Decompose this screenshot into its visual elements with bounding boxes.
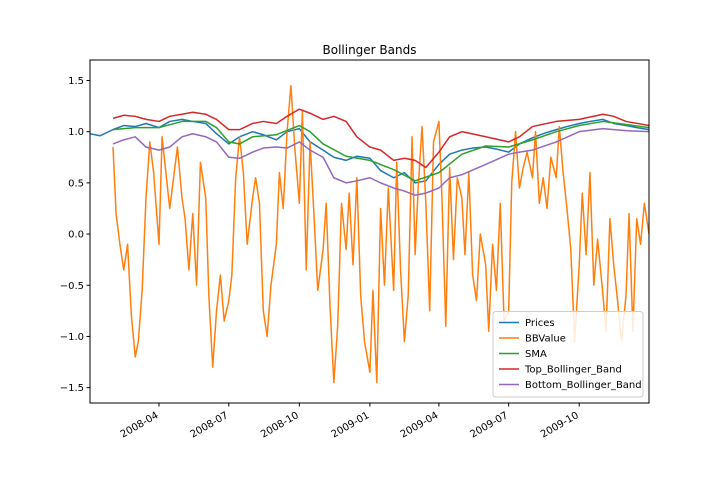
y-tick-label: 1.0 [68, 127, 84, 138]
legend-label: Prices [525, 318, 555, 329]
y-tick-label: 1.5 [68, 76, 84, 87]
y-tick-label: 0.0 [68, 230, 84, 241]
y-tick-label: −1.0 [60, 332, 84, 343]
y-tick-label: 0.5 [68, 178, 84, 189]
legend-box [492, 311, 644, 398]
x-tick-label: 2009-04 [399, 410, 441, 440]
x-tick-label: 2009-01 [330, 410, 372, 440]
series-line-bbvalue [112, 84, 649, 384]
x-tick-label: 2009-10 [539, 410, 581, 440]
legend-label: Bottom_Bollinger_Band [525, 380, 642, 391]
y-tick-label: −0.5 [60, 281, 84, 292]
x-tick-label: 2008-07 [189, 410, 231, 440]
legend: Prices BBValue SMA Top_Bollinger_Band Bottom… [492, 311, 644, 398]
series-line-bottom-bollinger-band [112, 127, 649, 196]
legend-label: Top_Bollinger_Band [524, 365, 622, 376]
series-line-prices [90, 118, 649, 184]
x-tick-label: 2009-07 [468, 410, 510, 440]
y-tick-label: −1.5 [60, 383, 84, 394]
series-line-sma [112, 120, 649, 182]
series-line-top-bollinger-band [112, 108, 649, 169]
series-layer [90, 84, 649, 384]
legend-label: BBValue [525, 334, 566, 345]
x-tick-label: 2008-04 [119, 410, 161, 440]
x-tick-label: 2008-10 [259, 410, 301, 440]
legend-label: SMA [525, 349, 547, 360]
chart-title: Bollinger Bands [323, 43, 417, 57]
